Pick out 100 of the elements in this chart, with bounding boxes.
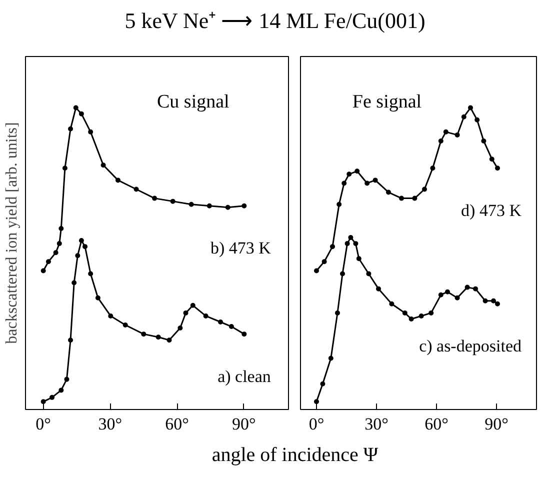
point	[481, 138, 486, 144]
x-tick-label: 90°	[232, 414, 256, 434]
x-tick-label: 30°	[98, 414, 122, 434]
point	[141, 332, 146, 337]
point	[330, 244, 335, 250]
point	[340, 271, 345, 276]
point	[353, 241, 358, 246]
point	[372, 178, 378, 183]
point	[464, 284, 470, 290]
point	[58, 226, 64, 231]
annotation: Cu signal	[157, 91, 230, 112]
text: d) 473 K	[461, 200, 522, 220]
point	[225, 204, 230, 210]
point	[82, 244, 88, 250]
point	[389, 301, 394, 306]
x-tick-label: 60°	[424, 414, 448, 434]
point	[445, 289, 450, 294]
point	[320, 381, 326, 386]
point	[430, 166, 436, 171]
point	[412, 196, 418, 201]
point	[402, 310, 408, 316]
point	[134, 186, 139, 192]
point	[428, 310, 434, 316]
point	[88, 129, 94, 134]
point	[183, 310, 188, 316]
point	[438, 138, 444, 144]
point	[40, 399, 46, 404]
point	[348, 235, 354, 240]
point	[454, 132, 460, 138]
point	[491, 298, 496, 304]
point	[68, 338, 74, 343]
point	[443, 129, 448, 134]
point	[95, 295, 100, 300]
x-tick-label: 60°	[165, 414, 189, 434]
point	[218, 320, 224, 324]
point	[468, 105, 473, 110]
point	[108, 313, 114, 318]
point	[156, 334, 161, 340]
point	[322, 259, 327, 264]
point	[366, 271, 372, 276]
point	[100, 162, 106, 168]
point	[88, 271, 94, 276]
series-label: b) 473 K	[210, 238, 272, 258]
point	[115, 178, 120, 183]
point	[78, 111, 84, 116]
annotation: Fe signal	[352, 91, 422, 112]
point	[242, 203, 247, 208]
point	[206, 203, 212, 208]
point	[78, 238, 84, 244]
point	[53, 250, 58, 256]
point	[58, 388, 64, 393]
point	[190, 302, 196, 308]
point	[473, 286, 478, 292]
point	[178, 326, 183, 331]
point	[228, 324, 234, 330]
chart-title: 5 keV Ne⁺ ⟶ 14 ML Fe/Cu(001)	[124, 7, 426, 35]
point	[454, 295, 460, 300]
point	[399, 196, 404, 201]
point	[68, 126, 74, 132]
point	[75, 253, 80, 258]
point	[242, 332, 247, 337]
point	[386, 190, 391, 195]
point	[336, 202, 342, 207]
point	[72, 280, 77, 286]
point	[495, 166, 500, 171]
point	[422, 186, 427, 192]
point	[170, 198, 176, 204]
point	[314, 399, 319, 404]
point	[166, 338, 172, 343]
point	[64, 376, 70, 382]
point	[474, 117, 480, 122]
point	[364, 180, 370, 186]
point	[40, 268, 46, 274]
x-tick-label: 90°	[484, 414, 508, 434]
point	[344, 241, 350, 246]
x-tick-label: 0°	[36, 414, 51, 434]
point	[50, 394, 55, 400]
point	[495, 301, 500, 306]
point	[408, 316, 414, 322]
point	[152, 196, 158, 201]
point	[46, 259, 51, 264]
series-label: c) as-deposited	[419, 336, 522, 356]
point	[342, 180, 347, 186]
point	[188, 202, 194, 207]
point	[376, 286, 381, 292]
point	[335, 310, 340, 316]
point	[489, 156, 494, 162]
point	[354, 168, 360, 174]
point	[314, 268, 319, 274]
point	[418, 313, 424, 318]
x-tick-label: 30°	[364, 414, 388, 434]
point	[461, 114, 466, 120]
point	[73, 105, 78, 110]
point	[356, 256, 362, 262]
text: a) clean	[218, 366, 272, 386]
y-axis-title: backscattered ion yield [arb. units]	[4, 122, 20, 344]
x-tick-label: 0°	[308, 414, 324, 434]
point	[328, 356, 334, 361]
point	[346, 172, 352, 177]
point	[482, 298, 488, 304]
